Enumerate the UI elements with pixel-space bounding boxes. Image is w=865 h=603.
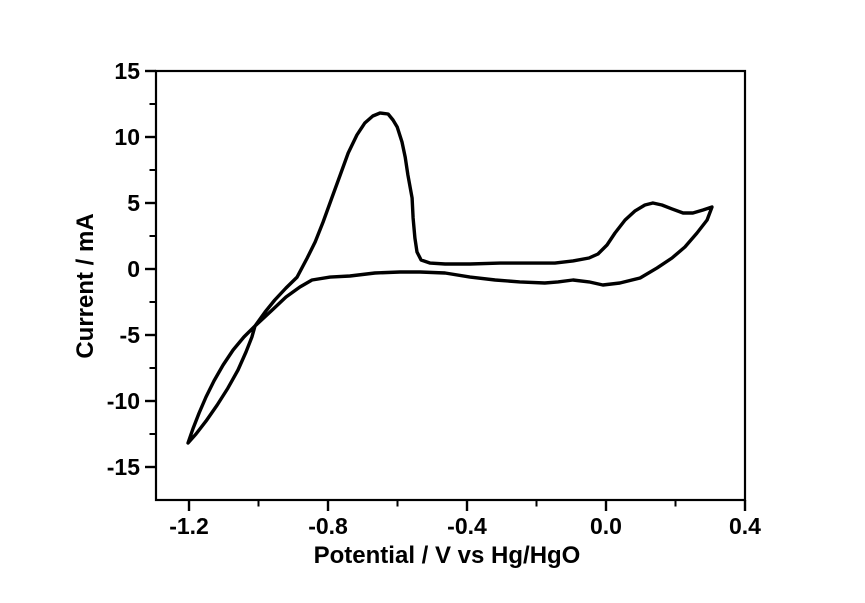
cv-curve-group bbox=[186, 111, 714, 445]
x-tick-label: -0.4 bbox=[447, 513, 487, 539]
x-tick-label: -0.8 bbox=[308, 513, 348, 539]
axis-ticks bbox=[145, 69, 747, 511]
y-tick-label: 10 bbox=[114, 124, 140, 150]
x-tick-label: 0.4 bbox=[729, 513, 761, 539]
x-tick-label: 0.0 bbox=[590, 513, 622, 539]
y-tick-label: -10 bbox=[107, 388, 140, 414]
y-tick-label: 0 bbox=[127, 256, 140, 282]
y-tick-label: -15 bbox=[107, 454, 140, 480]
axis-tick-labels: -1.2 -0.8 -0.4 0.0 0.4 15 10 5 0 -5 -10 -15 bbox=[107, 58, 761, 539]
x-tick-label: -1.2 bbox=[169, 513, 209, 539]
y-axis-title: Current / mA bbox=[72, 213, 99, 358]
y-tick-label: -5 bbox=[120, 322, 141, 348]
x-axis-title: Potential / V vs Hg/HgO bbox=[314, 542, 581, 569]
plot-frame bbox=[154, 69, 747, 502]
cv-curve bbox=[186, 111, 714, 445]
y-tick-label: 15 bbox=[114, 58, 140, 84]
y-tick-label: 5 bbox=[127, 190, 140, 216]
